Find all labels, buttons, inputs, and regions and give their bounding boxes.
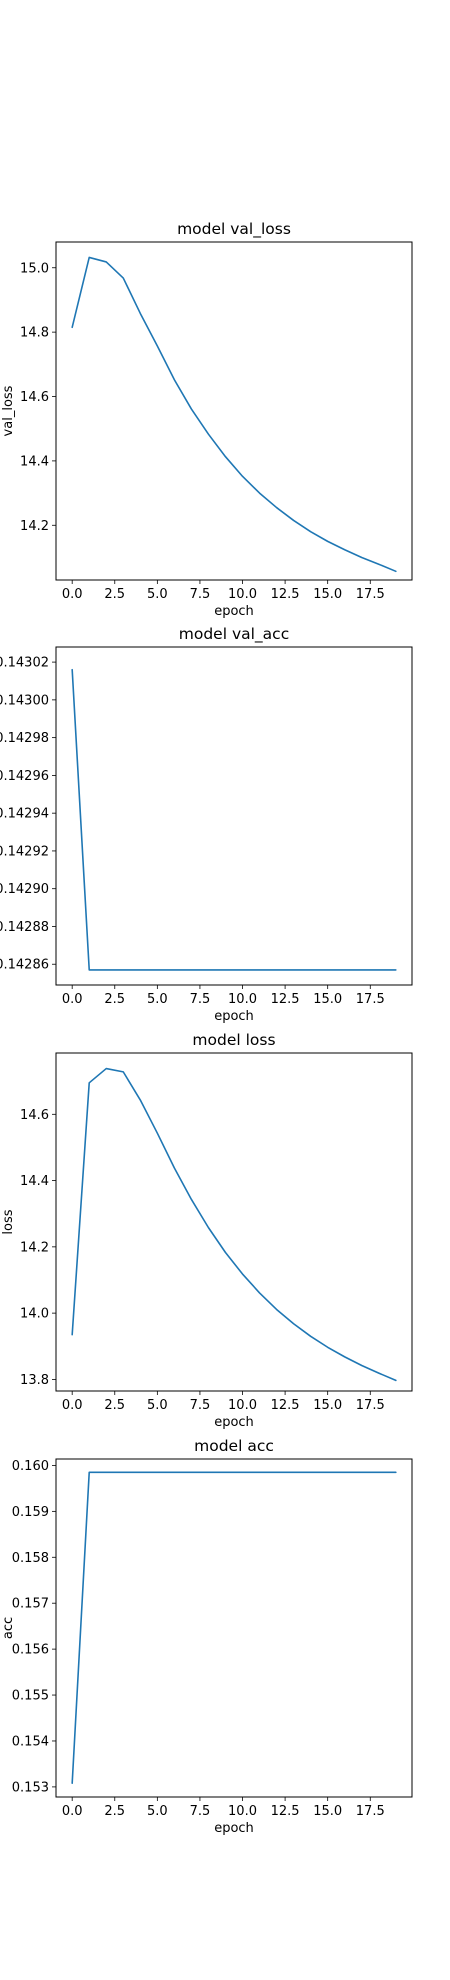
x-tick-label: 10.0: [228, 1804, 257, 1819]
x-tick-label: 0.0: [62, 1804, 83, 1819]
x-axis-title: epoch: [214, 1009, 254, 1024]
x-tick-label: 5.0: [147, 1398, 168, 1413]
chart-title: model val_loss: [177, 220, 291, 239]
y-tick-label: 14.0: [20, 1307, 49, 1322]
y-tick-label: 0.158: [12, 1551, 49, 1566]
series-line: [71, 668, 397, 971]
series-line: [71, 256, 397, 573]
axes-frame: [55, 1052, 413, 1392]
y-tick-label: 0.14290: [0, 882, 49, 897]
y-tick-label: 0.160: [12, 1459, 49, 1474]
y-tick-label: 14.4: [20, 1174, 49, 1189]
x-tick-label: 17.5: [356, 992, 385, 1007]
y-tick-label: 0.14288: [0, 920, 49, 935]
x-tick-label: 2.5: [104, 992, 125, 1007]
x-axis-title: epoch: [214, 604, 254, 619]
x-tick-label: 12.5: [271, 587, 300, 602]
x-tick-label: 5.0: [147, 587, 168, 602]
x-tick-label: 15.0: [313, 1804, 342, 1819]
y-tick-label: 0.14286: [0, 958, 49, 973]
y-axis-title: val_loss: [1, 385, 16, 436]
chart-title: model val_acc: [179, 625, 289, 644]
y-axis-title: loss: [1, 1209, 16, 1234]
y-tick-label: 14.8: [20, 326, 49, 341]
x-tick-label: 7.5: [190, 1398, 211, 1413]
y-tick-label: 0.14292: [0, 844, 49, 859]
x-tick-label: 7.5: [190, 587, 211, 602]
x-tick-label: 0.0: [62, 992, 83, 1007]
x-tick-label: 2.5: [104, 1804, 125, 1819]
y-tick-label: 15.0: [20, 261, 49, 276]
x-tick-label: 17.5: [356, 587, 385, 602]
chart-panel-1: model val_loss 0.0 2.5 5.0 7.5 10.0 12.5 15.0 17…: [1, 220, 413, 619]
y-tick-label: 14.6: [20, 1108, 49, 1123]
x-axis-title: epoch: [214, 1415, 254, 1430]
x-tick-label: 12.5: [271, 1804, 300, 1819]
x-tick-label: 2.5: [104, 587, 125, 602]
series-line: [71, 1471, 397, 1785]
chart-title: model acc: [194, 1437, 274, 1455]
x-tick-label: 5.0: [147, 992, 168, 1007]
y-axis-title: acc: [1, 1617, 16, 1639]
y-tick-label: 0.153: [12, 1780, 49, 1795]
axes-frame: [55, 646, 413, 986]
y-tick-label: 0.14296: [0, 769, 49, 784]
x-tick-label: 17.5: [356, 1804, 385, 1819]
y-tick-label: 0.157: [12, 1597, 49, 1612]
x-tick-label: 7.5: [190, 992, 211, 1007]
x-tick-label: 10.0: [228, 1398, 257, 1413]
chart-panel-2: model val_acc 0.0 2.5 5.0 7.5 10.0 12.5 15.0 17.…: [0, 625, 413, 1024]
x-tick-label: 15.0: [313, 587, 342, 602]
axes-frame: [55, 241, 413, 581]
y-tick-label: 13.8: [20, 1373, 49, 1388]
y-tick-label: 0.159: [12, 1505, 49, 1520]
y-tick-label: 14.6: [20, 390, 49, 405]
axes-frame: [55, 1458, 413, 1798]
chart-panel-4: model acc 0.0 2.5 5.0 7.5 10.0 12.5 15.0 17.5 0.1…: [1, 1437, 413, 1836]
y-tick-label: 0.154: [12, 1734, 49, 1749]
series-line: [71, 1067, 397, 1382]
x-tick-label: 17.5: [356, 1398, 385, 1413]
x-tick-label: 0.0: [62, 587, 83, 602]
y-tick-label: 0.156: [12, 1643, 49, 1658]
y-tick-label: 14.4: [20, 454, 49, 469]
x-tick-label: 7.5: [190, 1804, 211, 1819]
y-tick-label: 0.14294: [0, 807, 49, 822]
x-tick-label: 0.0: [62, 1398, 83, 1413]
x-tick-label: 10.0: [228, 992, 257, 1007]
x-tick-label: 10.0: [228, 587, 257, 602]
x-tick-label: 5.0: [147, 1804, 168, 1819]
y-tick-label: 0.14298: [0, 731, 49, 746]
x-tick-label: 12.5: [271, 992, 300, 1007]
y-tick-label: 0.155: [12, 1689, 49, 1704]
y-tick-label: 0.14300: [0, 693, 49, 708]
x-tick-label: 2.5: [104, 1398, 125, 1413]
y-tick-label: 14.2: [20, 1240, 49, 1255]
x-tick-label: 15.0: [313, 992, 342, 1007]
chart-panel-3: model loss 0.0 2.5 5.0 7.5 10.0 12.5 15.0 17.5 13…: [1, 1031, 413, 1430]
x-tick-label: 12.5: [271, 1398, 300, 1413]
y-tick-label: 0.14302: [0, 656, 49, 671]
y-tick-label: 14.2: [20, 519, 49, 534]
chart-title: model loss: [192, 1031, 275, 1049]
x-axis-title: epoch: [214, 1821, 254, 1836]
x-tick-label: 15.0: [313, 1398, 342, 1413]
